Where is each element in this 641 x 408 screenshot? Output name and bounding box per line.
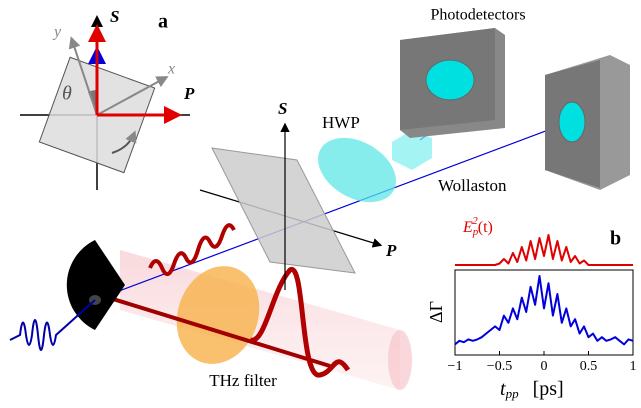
label: θ: [62, 83, 72, 105]
label: Wollaston: [438, 176, 507, 195]
panel-a: S P x y θ a: [20, 7, 195, 190]
y-label: ΔΓ: [426, 301, 446, 323]
label: y: [52, 24, 62, 41]
beam-end: [388, 330, 412, 390]
label: Photodetectors: [430, 7, 525, 24]
label: S: [278, 99, 287, 118]
x-tick-label: 0.5: [580, 359, 598, 374]
x-tick-label: 0: [541, 359, 548, 374]
label: THz filter: [209, 371, 277, 390]
x-tick-label: 1: [630, 359, 637, 374]
red-label: Ep2(t): [462, 215, 493, 238]
detector-window: [559, 102, 585, 142]
panel-label: b: [610, 228, 621, 250]
label: P: [385, 241, 397, 260]
label: x: [167, 61, 175, 78]
label: S: [110, 7, 119, 26]
series-line: [455, 276, 633, 344]
plot-frame: [455, 270, 633, 355]
setup: S P HWP Wollaston Photodetectors THz fil…: [10, 7, 630, 390]
x-tick-label: −1: [448, 359, 463, 374]
series-line: [455, 235, 633, 265]
detector-window: [426, 60, 474, 100]
x-tick-label: −0.5: [487, 359, 512, 374]
figure: S P x y θ a S P HWP Wollaston Photodetec…: [0, 0, 641, 408]
x-label: tpp[ps]: [500, 378, 564, 401]
panel-b: b Ep2(t) ΔΓ tpp[ps] −1 −0.5 0 0.5 1: [426, 215, 636, 401]
label: P: [183, 84, 195, 103]
label: HWP: [322, 113, 360, 132]
panel-label: a: [158, 11, 168, 33]
